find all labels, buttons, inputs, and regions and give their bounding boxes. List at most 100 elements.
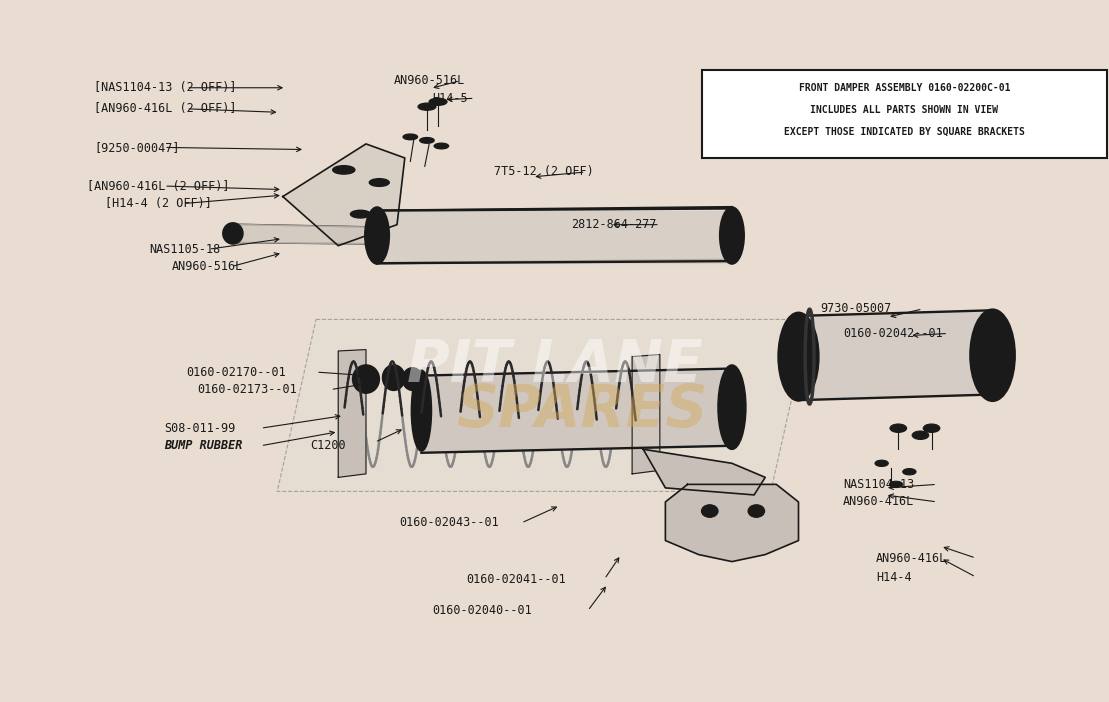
Ellipse shape — [896, 427, 902, 430]
Bar — [0, 691, 1109, 698]
Bar — [0, 689, 1109, 696]
Ellipse shape — [893, 483, 898, 486]
Bar — [0, 691, 1109, 698]
Bar — [0, 694, 1109, 701]
Bar — [0, 691, 1109, 698]
Bar — [0, 691, 1109, 698]
Text: 0160-02173--01: 0160-02173--01 — [197, 383, 297, 396]
Bar — [0, 694, 1109, 701]
Ellipse shape — [875, 461, 888, 466]
Bar — [0, 691, 1109, 698]
Bar — [0, 690, 1109, 697]
Bar — [0, 689, 1109, 696]
Polygon shape — [283, 144, 405, 246]
Ellipse shape — [374, 180, 384, 185]
Text: S08-011-99: S08-011-99 — [164, 422, 235, 435]
Text: [9250-00047]: [9250-00047] — [94, 141, 180, 154]
Bar — [0, 692, 1109, 699]
Bar — [0, 694, 1109, 701]
Bar — [0, 695, 1109, 702]
Ellipse shape — [434, 100, 441, 103]
Bar — [0, 693, 1109, 700]
Ellipse shape — [333, 166, 355, 174]
Bar — [0, 689, 1109, 696]
Ellipse shape — [424, 139, 430, 141]
Bar — [0, 689, 1109, 696]
Bar — [0, 691, 1109, 698]
Ellipse shape — [223, 223, 243, 244]
Bar — [0, 689, 1109, 696]
Polygon shape — [338, 350, 366, 477]
Bar — [0, 693, 1109, 700]
Ellipse shape — [419, 138, 435, 143]
Bar — [0, 694, 1109, 701]
Bar — [0, 691, 1109, 698]
Bar — [0, 689, 1109, 696]
Bar — [0, 691, 1109, 698]
Bar — [0, 693, 1109, 700]
FancyBboxPatch shape — [702, 70, 1107, 158]
Ellipse shape — [434, 143, 448, 149]
Text: H14-5: H14-5 — [433, 92, 468, 105]
Bar — [0, 688, 1109, 695]
Ellipse shape — [353, 365, 379, 393]
Bar — [0, 691, 1109, 698]
Text: BUMP RUBBER: BUMP RUBBER — [164, 439, 243, 452]
Bar — [0, 694, 1109, 701]
Bar — [0, 688, 1109, 695]
Text: AN960-516L: AN960-516L — [172, 260, 243, 273]
Ellipse shape — [917, 434, 923, 437]
Bar — [0, 689, 1109, 696]
Bar — [0, 695, 1109, 702]
Ellipse shape — [779, 313, 818, 400]
Bar — [0, 693, 1109, 700]
Bar — [0, 689, 1109, 696]
Bar — [0, 694, 1109, 701]
Ellipse shape — [360, 373, 372, 385]
Bar — [0, 691, 1109, 698]
Bar — [0, 691, 1109, 698]
Text: SPARES: SPARES — [457, 382, 708, 439]
Text: 0160-02043--01: 0160-02043--01 — [399, 517, 499, 529]
Bar — [0, 689, 1109, 696]
Bar — [0, 692, 1109, 699]
Text: 0160-02040--01: 0160-02040--01 — [433, 604, 532, 617]
Ellipse shape — [725, 213, 739, 258]
Bar — [0, 690, 1109, 697]
Text: [AN960-416L (2 OFF)]: [AN960-416L (2 OFF)] — [94, 102, 236, 115]
Ellipse shape — [705, 508, 714, 514]
Bar — [0, 694, 1109, 701]
Ellipse shape — [889, 482, 903, 487]
Bar — [0, 691, 1109, 698]
Polygon shape — [233, 224, 377, 244]
Ellipse shape — [720, 207, 744, 264]
Ellipse shape — [369, 178, 389, 186]
Bar — [0, 691, 1109, 698]
Ellipse shape — [429, 98, 447, 105]
Ellipse shape — [403, 134, 417, 140]
Bar — [0, 692, 1109, 699]
Bar — [0, 695, 1109, 702]
Bar — [0, 692, 1109, 699]
Bar — [0, 695, 1109, 702]
Bar — [0, 689, 1109, 696]
Text: 7T5-12 (2 OFF): 7T5-12 (2 OFF) — [494, 166, 593, 178]
Text: C1200: C1200 — [311, 439, 346, 452]
Bar — [0, 693, 1109, 700]
Bar — [0, 693, 1109, 700]
Ellipse shape — [889, 424, 907, 432]
Bar — [0, 694, 1109, 701]
Ellipse shape — [350, 211, 370, 218]
Bar — [0, 694, 1109, 701]
Bar — [0, 694, 1109, 701]
Ellipse shape — [788, 322, 808, 392]
Bar — [0, 694, 1109, 701]
Ellipse shape — [388, 372, 399, 383]
Text: NAS1104-13: NAS1104-13 — [843, 478, 914, 491]
Polygon shape — [665, 484, 798, 562]
Text: EXCEPT THOSE INDICATED BY SQUARE BRACKETS: EXCEPT THOSE INDICATED BY SQUARE BRACKET… — [784, 126, 1025, 136]
Text: 0160-02041--01: 0160-02041--01 — [466, 573, 566, 585]
Polygon shape — [632, 355, 660, 474]
Bar — [0, 695, 1109, 702]
Bar — [0, 692, 1109, 699]
